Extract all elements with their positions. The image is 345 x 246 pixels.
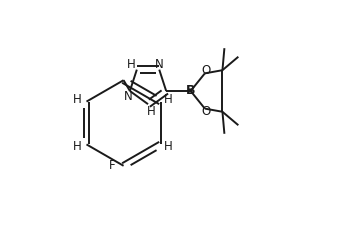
Text: H: H <box>73 140 81 153</box>
Text: O: O <box>202 105 211 118</box>
Text: H: H <box>127 58 136 71</box>
Text: N: N <box>155 58 164 71</box>
Text: H: H <box>73 93 81 106</box>
Text: H: H <box>147 105 155 118</box>
Text: O: O <box>202 64 211 77</box>
Text: H: H <box>164 93 173 106</box>
Text: F: F <box>109 159 115 172</box>
Text: H: H <box>164 140 173 153</box>
Text: N: N <box>124 90 133 103</box>
Text: B: B <box>186 84 195 97</box>
